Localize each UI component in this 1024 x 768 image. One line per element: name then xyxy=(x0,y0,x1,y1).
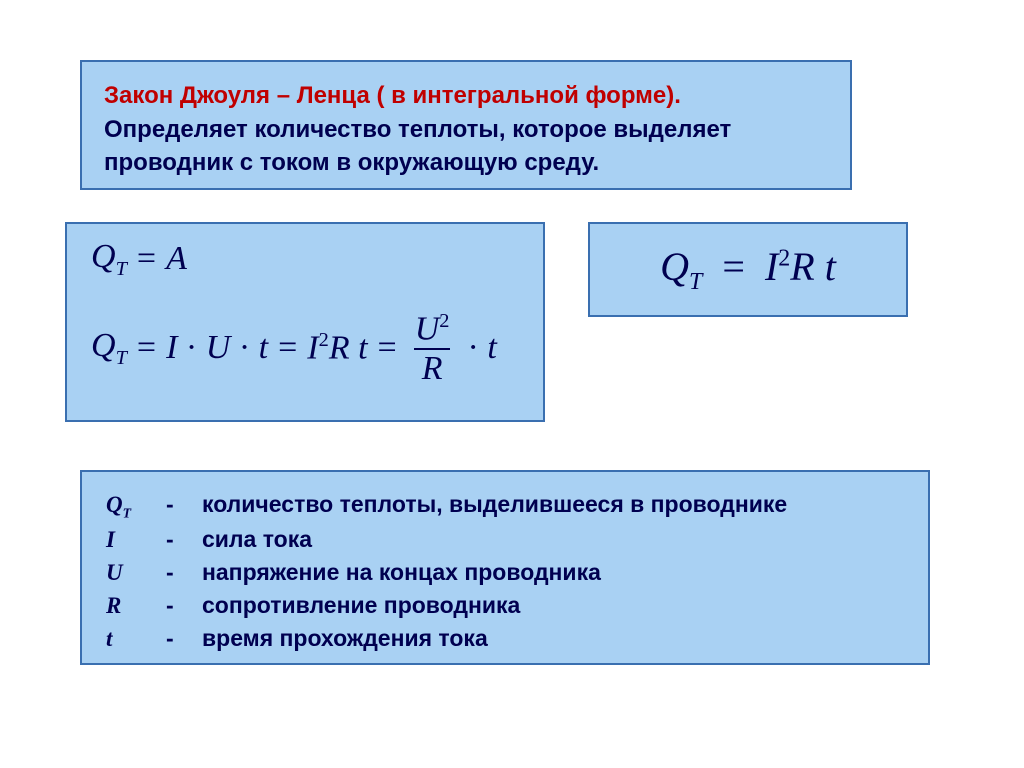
legend-desc: сопротивление проводника xyxy=(202,589,520,621)
legend-row: I - сила тока xyxy=(106,523,904,556)
legend-desc: количество теплоты, выделившееся в прово… xyxy=(202,488,787,520)
formula-highlight: QT = I2R t xyxy=(660,243,836,296)
legend-row: U - напряжение на концах проводника xyxy=(106,556,904,589)
legend-row: QT - количество теплоты, выделившееся в … xyxy=(106,488,904,523)
legend-row: R - сопротивление проводника xyxy=(106,589,904,622)
formula-qt-equals-a: QT = A xyxy=(91,238,525,281)
heading-title: Закон Джоуля – Ленца ( в интегральной фо… xyxy=(104,80,828,112)
legend-desc: сила тока xyxy=(202,523,312,555)
legend-desc: время прохождения тока xyxy=(202,622,488,654)
heading-subtitle: Определяет количество теплоты, которое в… xyxy=(104,114,828,179)
formula-qt-chain: QT = I · U · t = I2R t = U2 R · t xyxy=(91,311,525,386)
legend-box: QT - количество теплоты, выделившееся в … xyxy=(80,470,930,665)
formulas-box: QT = A QT = I · U · t = I2R t = U2 R · t xyxy=(65,222,545,422)
heading-box: Закон Джоуля – Ленца ( в интегральной фо… xyxy=(80,60,852,190)
legend-desc: напряжение на концах проводника xyxy=(202,556,601,588)
legend-row: t - время прохождения тока xyxy=(106,622,904,655)
highlight-formula-box: QT = I2R t xyxy=(588,222,908,317)
